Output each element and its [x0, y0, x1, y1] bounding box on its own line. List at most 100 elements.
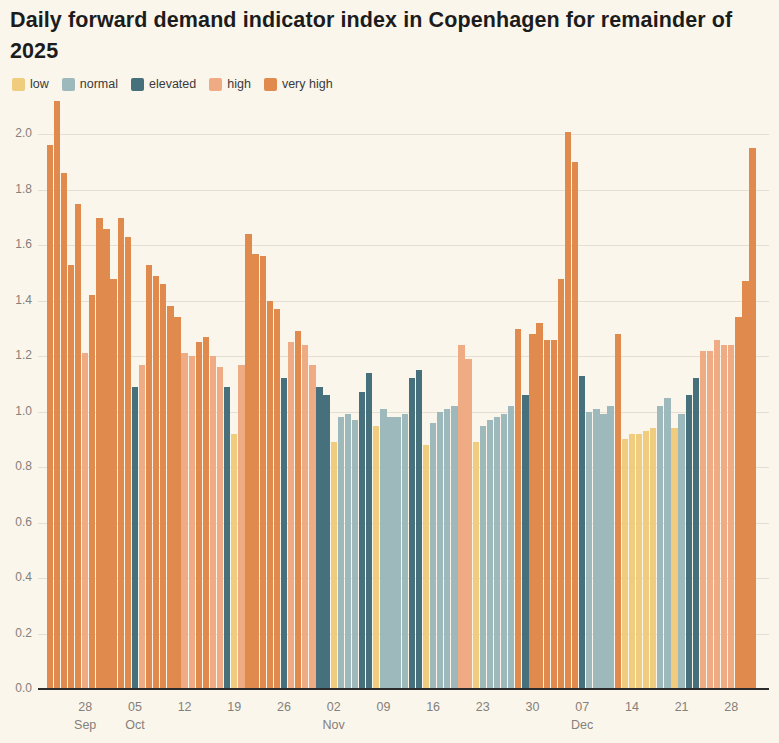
bar-sep-28[interactable]	[82, 353, 88, 688]
bar-nov-17[interactable]	[437, 412, 443, 688]
bar-dec-30[interactable]	[742, 281, 748, 688]
bar-dec-25[interactable]	[707, 351, 713, 688]
bar-oct-15[interactable]	[203, 337, 209, 688]
bar-oct-30[interactable]	[309, 365, 315, 688]
bar-dec-21[interactable]	[678, 414, 684, 688]
bar-dec-09[interactable]	[593, 409, 599, 688]
bar-nov-01[interactable]	[323, 395, 329, 688]
bar-oct-28[interactable]	[295, 331, 301, 688]
bar-sep-25[interactable]	[61, 173, 67, 688]
bar-nov-29[interactable]	[522, 395, 528, 688]
bar-dec-10[interactable]	[600, 414, 606, 688]
bar-oct-31[interactable]	[316, 387, 322, 688]
bar-oct-07[interactable]	[146, 265, 152, 688]
bar-nov-07[interactable]	[366, 373, 372, 688]
legend-item-very-high[interactable]: very high	[264, 77, 333, 91]
bar-oct-02[interactable]	[110, 279, 116, 688]
bar-oct-10[interactable]	[167, 306, 173, 688]
bar-dec-03[interactable]	[551, 340, 557, 688]
bar-nov-23[interactable]	[480, 426, 486, 688]
bar-nov-06[interactable]	[359, 392, 365, 688]
bar-oct-01[interactable]	[103, 229, 109, 688]
bar-dec-01[interactable]	[536, 323, 542, 688]
bar-dec-23[interactable]	[693, 378, 699, 688]
bar-nov-04[interactable]	[345, 414, 351, 688]
bar-dec-07[interactable]	[579, 376, 585, 688]
legend-item-high[interactable]: high	[209, 77, 251, 91]
bar-oct-09[interactable]	[160, 284, 166, 688]
bar-dec-16[interactable]	[643, 431, 649, 688]
bar-nov-16[interactable]	[430, 423, 436, 688]
bar-dec-31[interactable]	[749, 148, 755, 688]
bar-nov-27[interactable]	[508, 406, 514, 688]
bar-dec-20[interactable]	[671, 428, 677, 688]
bar-dec-12[interactable]	[615, 334, 621, 688]
bar-nov-26[interactable]	[501, 414, 507, 688]
bar-dec-08[interactable]	[586, 412, 592, 688]
bar-nov-20[interactable]	[458, 345, 464, 688]
bar-oct-13[interactable]	[189, 356, 195, 688]
bar-oct-23[interactable]	[260, 256, 266, 688]
bar-nov-19[interactable]	[451, 406, 457, 688]
bar-sep-27[interactable]	[75, 204, 81, 688]
bar-nov-25[interactable]	[494, 417, 500, 688]
bar-oct-17[interactable]	[217, 367, 223, 688]
legend-item-elevated[interactable]: elevated	[131, 77, 196, 91]
bar-oct-11[interactable]	[174, 317, 180, 688]
bar-nov-03[interactable]	[338, 417, 344, 688]
bar-dec-04[interactable]	[558, 279, 564, 688]
bar-dec-06[interactable]	[572, 162, 578, 688]
bar-dec-13[interactable]	[622, 439, 628, 688]
bar-dec-28[interactable]	[728, 345, 734, 688]
bar-dec-24[interactable]	[700, 351, 706, 688]
bar-oct-06[interactable]	[139, 365, 145, 688]
bar-dec-17[interactable]	[650, 428, 656, 688]
bar-oct-14[interactable]	[196, 342, 202, 688]
bar-oct-08[interactable]	[153, 276, 159, 688]
bar-oct-26[interactable]	[281, 378, 287, 688]
bar-nov-14[interactable]	[416, 370, 422, 688]
bar-nov-28[interactable]	[515, 329, 521, 688]
bar-sep-24[interactable]	[54, 101, 60, 688]
bar-dec-18[interactable]	[657, 406, 663, 688]
bar-oct-05[interactable]	[132, 387, 138, 688]
bar-dec-11[interactable]	[607, 406, 613, 688]
bar-oct-29[interactable]	[302, 345, 308, 688]
legend-item-low[interactable]: low	[12, 77, 49, 91]
bar-oct-12[interactable]	[181, 353, 187, 688]
bar-dec-22[interactable]	[686, 395, 692, 688]
bar-oct-22[interactable]	[252, 254, 258, 688]
bar-nov-13[interactable]	[409, 378, 415, 688]
bar-oct-24[interactable]	[267, 301, 273, 688]
bar-oct-03[interactable]	[118, 218, 124, 688]
bar-dec-29[interactable]	[735, 317, 741, 688]
bar-nov-22[interactable]	[473, 442, 479, 688]
bar-nov-15[interactable]	[423, 445, 429, 688]
bar-oct-18[interactable]	[224, 387, 230, 688]
bar-oct-04[interactable]	[125, 237, 131, 688]
bar-sep-29[interactable]	[89, 295, 95, 688]
bar-nov-02[interactable]	[331, 442, 337, 688]
bar-nov-30[interactable]	[529, 334, 535, 688]
bar-dec-15[interactable]	[636, 434, 642, 688]
bar-nov-12[interactable]	[402, 414, 408, 688]
bar-dec-05[interactable]	[565, 132, 571, 688]
bar-oct-25[interactable]	[274, 309, 280, 688]
bar-dec-27[interactable]	[721, 345, 727, 688]
bar-sep-30[interactable]	[96, 218, 102, 688]
bar-sep-23[interactable]	[47, 145, 53, 688]
bar-dec-02[interactable]	[544, 340, 550, 688]
legend-item-normal[interactable]: normal	[62, 77, 118, 91]
bar-dec-19[interactable]	[664, 398, 670, 688]
bar-nov-05[interactable]	[352, 420, 358, 688]
bar-oct-20[interactable]	[238, 365, 244, 688]
bar-nov-24[interactable]	[487, 420, 493, 688]
bar-nov-08[interactable]	[373, 426, 379, 688]
bar-nov-11[interactable]	[394, 417, 400, 688]
bar-dec-26[interactable]	[714, 340, 720, 688]
bar-oct-19[interactable]	[231, 434, 237, 688]
bar-oct-21[interactable]	[245, 234, 251, 688]
bar-oct-27[interactable]	[288, 342, 294, 688]
bar-nov-09[interactable]	[380, 409, 386, 688]
bar-nov-21[interactable]	[465, 359, 471, 688]
